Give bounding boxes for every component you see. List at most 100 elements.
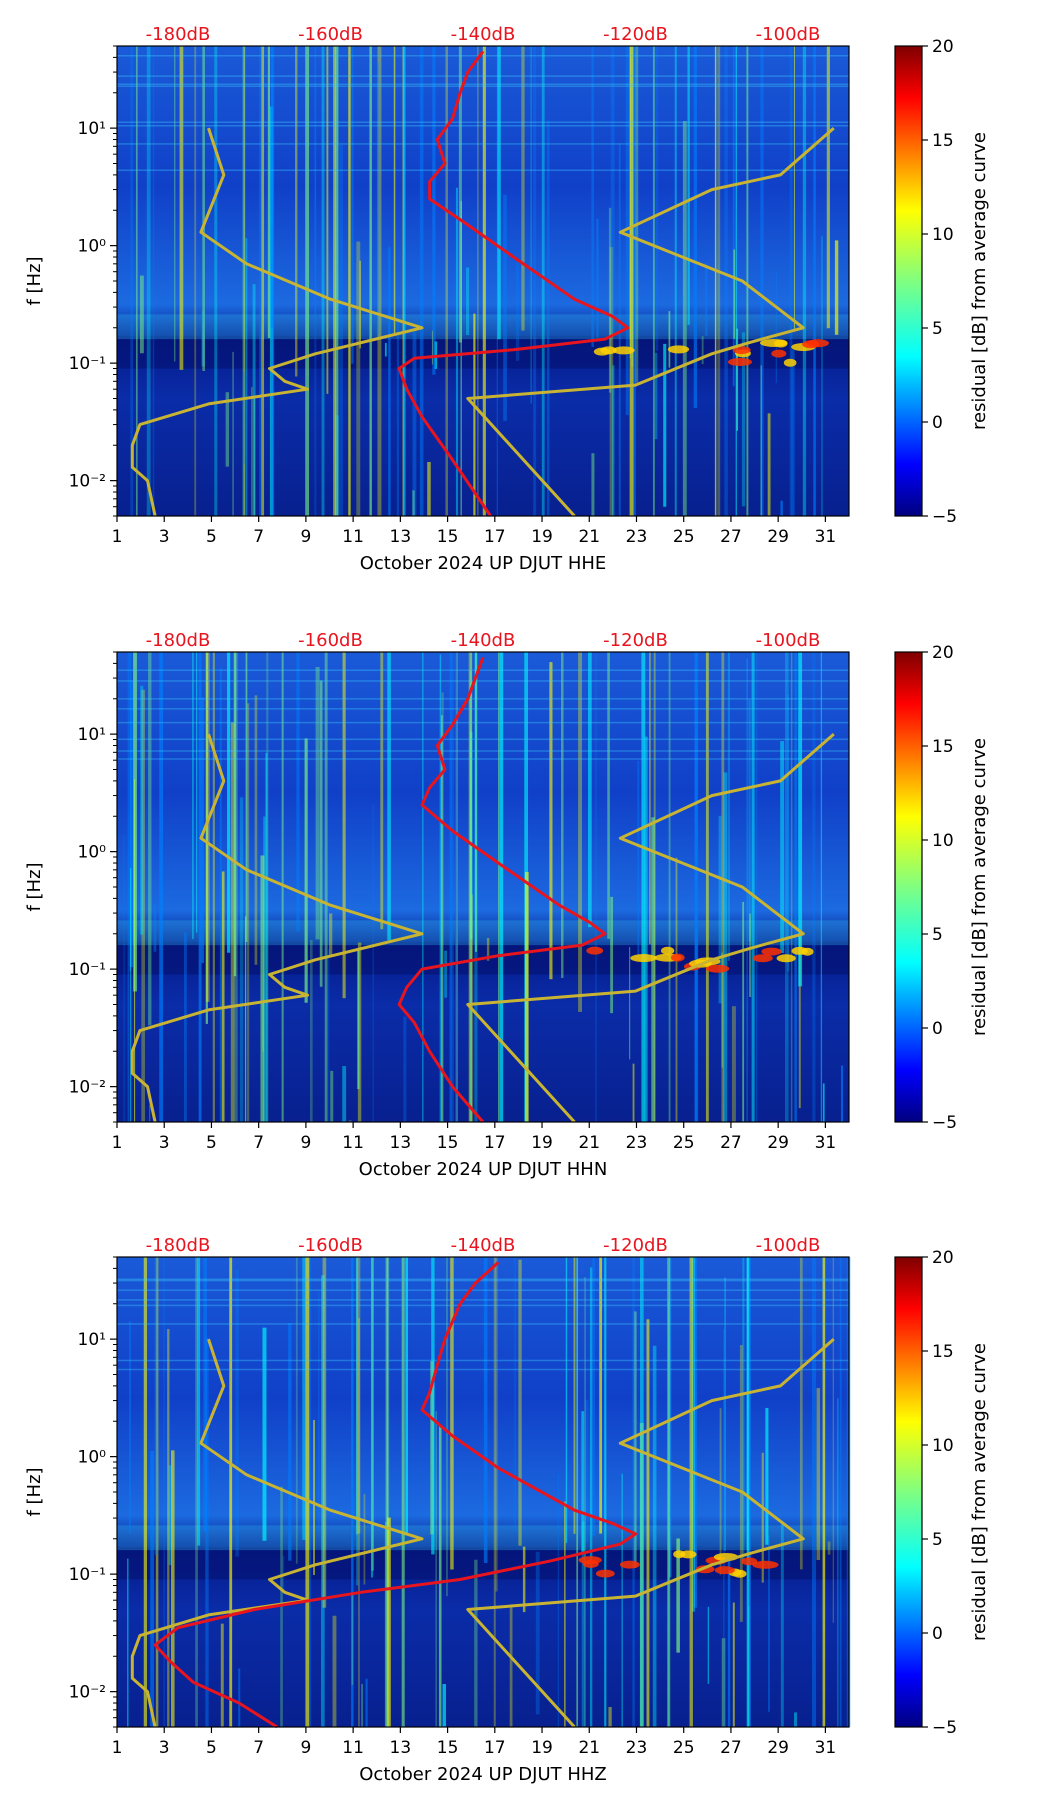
spectrogram-streak [261, 46, 265, 516]
spectrogram-streak [127, 1558, 129, 1727]
spectrogram-streak [561, 652, 564, 978]
x-tick-label: 13 [390, 1738, 412, 1758]
spectrogram-streak [812, 652, 816, 1122]
red-average-curve [397, 656, 607, 1123]
spectrogram-streak [595, 652, 597, 1122]
spectrogram-streak [721, 652, 725, 1122]
spectrogram-background [117, 652, 849, 1122]
spectrogram-streak [469, 670, 472, 1122]
top-db-label: -100dB [756, 630, 821, 651]
x-axis-label: October 2024 UP DJUT HHZ [359, 1764, 607, 1785]
spectrogram-streak [384, 342, 387, 357]
spectrogram-streak [438, 1424, 442, 1727]
x-tick-label: 7 [253, 527, 264, 547]
x-tick-label: 15 [437, 527, 459, 547]
spectrogram-streak [243, 371, 245, 464]
spectrogram-streak [822, 1083, 825, 1122]
x-tick-label: 19 [531, 1738, 553, 1758]
spectrogram-streak [629, 947, 631, 1060]
x-tick-label: 11 [342, 1738, 364, 1758]
colorbar-tick-label: 20 [932, 37, 954, 57]
spectrogram-streak [742, 1257, 745, 1562]
spectrogram-harmonic-line [117, 143, 849, 145]
x-tick-label: 23 [626, 527, 648, 547]
spectrogram-streak [493, 1257, 496, 1727]
spectrogram-streak [785, 652, 789, 1122]
x-tick-label: 11 [342, 1133, 364, 1153]
x-tick-label: 31 [815, 527, 837, 547]
spectrogram-hotspot [727, 357, 753, 366]
spectrogram-streak [674, 46, 677, 516]
spectrogram-harmonic-line [117, 721, 849, 724]
spectrogram-streak [610, 896, 614, 1014]
spectrogram-streak [412, 490, 415, 516]
spectrogram-streak [129, 867, 132, 1122]
x-tick-label: 13 [390, 1133, 412, 1153]
spectrogram-streak [732, 1602, 735, 1727]
spectrogram-streak [229, 1257, 233, 1727]
spectrogram-streak [821, 236, 823, 516]
top-db-label: -120dB [603, 630, 668, 651]
spectrogram-streak [760, 46, 764, 516]
spectrogram-harmonic-line [117, 738, 849, 741]
spectrogram-streak [163, 1257, 165, 1727]
spectrogram-harmonic-line [117, 54, 849, 57]
spectrogram-streak [798, 935, 801, 1109]
y-tick-label: 10⁻¹ [69, 960, 106, 980]
spectrogram-streak [195, 1257, 198, 1727]
colorbar-tick-label: −5 [932, 1718, 957, 1738]
spectrogram-streak [450, 652, 454, 1122]
spectrogram-streak [827, 1541, 831, 1555]
spectrogram-microseism-band [117, 1525, 849, 1551]
top-db-label: -180dB [146, 1235, 211, 1256]
spectrogram-streak [322, 1257, 327, 1608]
spectrogram-streak [717, 46, 721, 516]
spectrogram-streak [139, 275, 144, 354]
spectrogram-streak [330, 1070, 334, 1122]
spectrogram-streak [356, 1257, 359, 1586]
spectrogram-streak [259, 46, 263, 516]
spectrogram-streak [265, 752, 268, 1122]
top-db-label: -140dB [451, 1235, 516, 1256]
spectrogram-streak [262, 1327, 267, 1541]
spectrogram-streak [701, 336, 704, 365]
spectrogram-streak [243, 46, 245, 516]
spectrogram-streak [767, 413, 771, 516]
x-tick-label: 3 [159, 1738, 170, 1758]
spectrogram-streak [668, 311, 671, 368]
spectrogram-harmonic-line [117, 169, 849, 172]
spectrogram-streak [356, 1257, 358, 1535]
spectrogram-streak [262, 1001, 264, 1052]
spectrogram-streak [826, 46, 830, 329]
spectrogram-streak [607, 652, 610, 939]
spectrogram-hotspot [783, 358, 797, 367]
spectrogram-streak [798, 652, 803, 987]
colorbar: 20 15 10 5 0 −5 residual [dB] from average cur… [894, 1248, 990, 1738]
y-tick-label: 10⁻¹ [69, 1565, 106, 1585]
spectrogram-streak [691, 1257, 695, 1612]
x-tick-label: 23 [626, 1133, 648, 1153]
spectrogram-streak [435, 1411, 437, 1727]
x-tick-label: 9 [300, 527, 311, 547]
x-tick-label: 5 [206, 527, 217, 547]
colorbar-tick-label: 15 [932, 131, 954, 151]
spectrogram-streak [634, 46, 639, 383]
spectrogram-harmonic-line [117, 1278, 849, 1280]
spectrogram-streak [170, 1450, 175, 1727]
x-tick-label: 1 [112, 1738, 123, 1758]
spectrogram-streak [396, 319, 400, 516]
x-axis-label: October 2024 UP DJUT HHE [360, 553, 607, 574]
spectrogram-streak [749, 913, 752, 997]
spectrogram-streak [458, 46, 462, 343]
x-tick-label: 7 [253, 1133, 264, 1153]
spectrogram-streak [564, 1501, 566, 1727]
spectrogram-streak [135, 46, 138, 516]
spectrogram-harmonic-line [117, 85, 849, 87]
spectrogram-streak [380, 652, 384, 930]
spectrogram-streak [741, 332, 746, 507]
y-axis-label: f [Hz] [24, 862, 45, 911]
spectrogram-streak [839, 1257, 842, 1727]
spectrogram-streak [326, 46, 329, 394]
colorbar-gradient [894, 1256, 923, 1728]
